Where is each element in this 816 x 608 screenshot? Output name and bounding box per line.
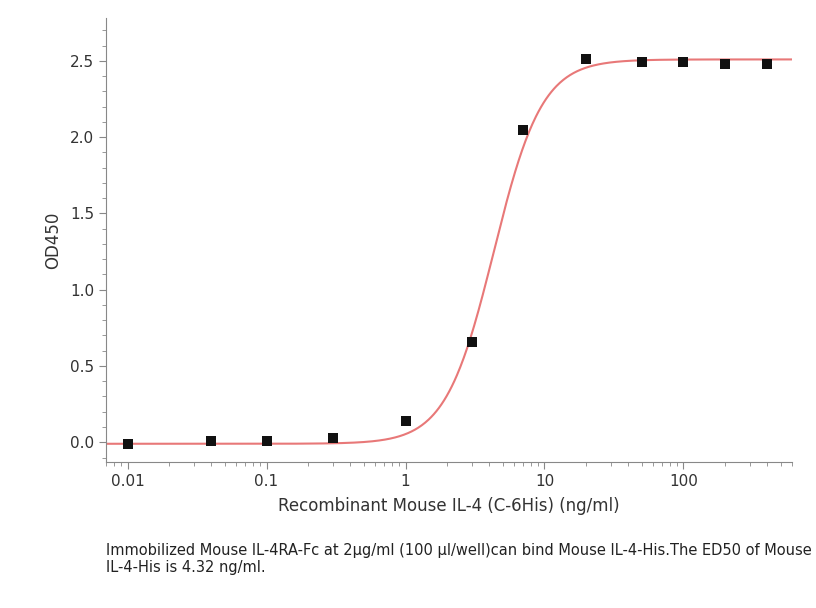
Point bbox=[326, 433, 339, 443]
Point bbox=[761, 59, 774, 69]
Point bbox=[399, 416, 412, 426]
Point bbox=[719, 59, 732, 69]
Text: Immobilized Mouse IL-4RA-Fc at 2μg/ml (100 μl/well)can bind Mouse IL-4-His.The E: Immobilized Mouse IL-4RA-Fc at 2μg/ml (1… bbox=[106, 542, 812, 558]
Point bbox=[465, 337, 478, 347]
Text: IL-4-His is 4.32 ng/ml.: IL-4-His is 4.32 ng/ml. bbox=[106, 559, 266, 575]
Point bbox=[121, 439, 134, 449]
Point bbox=[260, 436, 273, 446]
Point bbox=[579, 55, 592, 64]
X-axis label: Recombinant Mouse IL-4 (C-6His) (ng/ml): Recombinant Mouse IL-4 (C-6His) (ng/ml) bbox=[278, 497, 619, 515]
Y-axis label: OD450: OD450 bbox=[44, 212, 62, 269]
Point bbox=[517, 125, 530, 134]
Point bbox=[205, 436, 218, 446]
Point bbox=[676, 58, 690, 67]
Point bbox=[635, 58, 648, 67]
